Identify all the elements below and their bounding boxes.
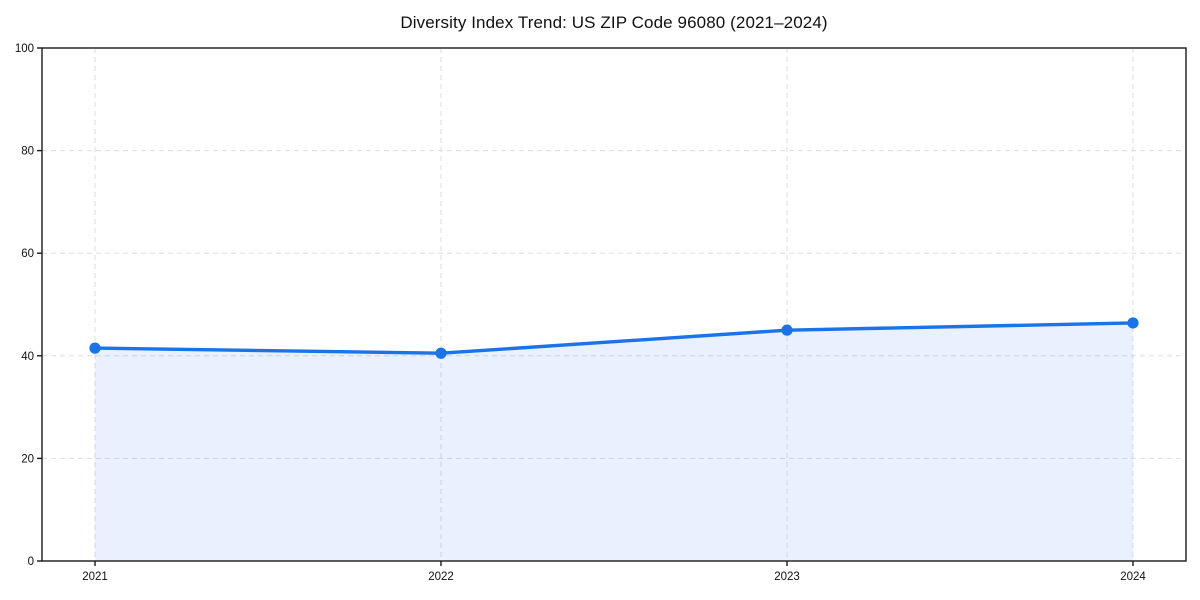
y-tick-label-80: 80 [21, 146, 34, 158]
y-tick-label-100: 100 [15, 43, 34, 55]
data-point-2024 [1127, 317, 1139, 329]
x-tick-label-2022: 2022 [428, 571, 454, 583]
y-tick-label-60: 60 [21, 248, 34, 260]
x-tick-label-2023: 2023 [774, 571, 800, 583]
data-point-2023 [781, 324, 793, 336]
chart-title: Diversity Index Trend: US ZIP Code 96080… [400, 13, 828, 32]
y-tick-label-0: 0 [28, 556, 34, 568]
data-point-2021 [89, 342, 101, 354]
y-tick-label-20: 20 [21, 453, 34, 465]
trend-line [93, 321, 1135, 355]
area-fill [95, 322, 1133, 561]
axes-box [41, 47, 1187, 562]
x-tick-label-2024: 2024 [1120, 571, 1146, 583]
x-tick-label-2021: 2021 [82, 571, 108, 583]
data-point-2022 [435, 347, 447, 359]
y-tick-label-40: 40 [21, 351, 34, 363]
